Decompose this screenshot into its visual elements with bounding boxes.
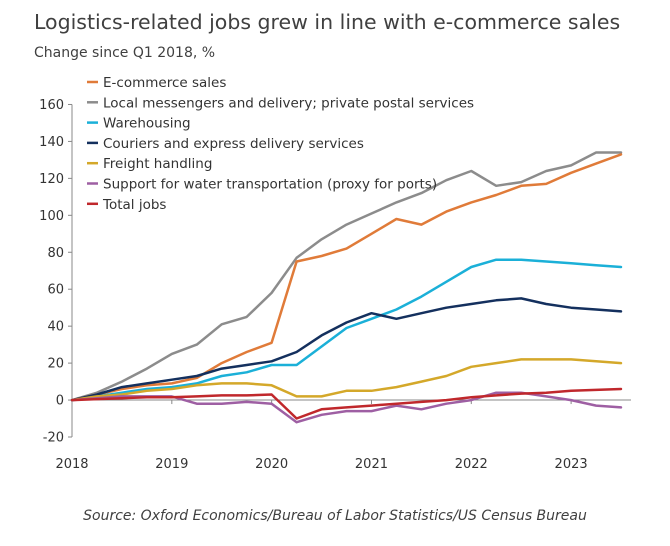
y-tick-label: 100 <box>39 209 64 224</box>
y-tick-label: 80 <box>47 246 64 261</box>
y-tick-label: 0 <box>56 394 64 409</box>
series-line <box>70 358 623 402</box>
y-tick-label: 40 <box>47 320 64 335</box>
x-tick-label: 2021 <box>355 457 388 472</box>
y-tick-label: 120 <box>39 172 64 187</box>
y-tick-label: 160 <box>39 98 64 113</box>
source-note: Source: Oxford Economics/Bureau of Labor… <box>83 508 587 524</box>
legend-label: Support for water transportation (proxy … <box>103 177 437 193</box>
legend-label: E-commerce sales <box>103 75 226 91</box>
series-line <box>70 258 623 402</box>
x-tick-label: 2022 <box>455 457 488 472</box>
x-tick-label: 2023 <box>555 457 588 472</box>
x-tick-label: 2020 <box>255 457 288 472</box>
series-line <box>70 387 623 420</box>
legend-label: Total jobs <box>102 197 166 213</box>
series-line <box>70 151 623 402</box>
series-line <box>70 297 623 402</box>
legend-label: Freight handling <box>103 156 212 172</box>
chart-title: Logistics-related jobs grew in line with… <box>34 10 621 34</box>
legend-label: Couriers and express delivery services <box>103 136 364 152</box>
y-tick-label: 20 <box>47 357 64 372</box>
y-tick-label: 60 <box>47 283 64 298</box>
chart-subtitle: Change since Q1 2018, % <box>34 45 216 61</box>
legend-label: Warehousing <box>103 116 191 132</box>
x-tick-label: 2018 <box>55 457 88 472</box>
x-tick-label: 2019 <box>155 457 188 472</box>
legend-label: Local messengers and delivery; private p… <box>103 95 474 111</box>
y-tick-label: 140 <box>39 135 64 150</box>
series-line <box>70 153 623 402</box>
y-tick-label: -20 <box>43 431 64 446</box>
